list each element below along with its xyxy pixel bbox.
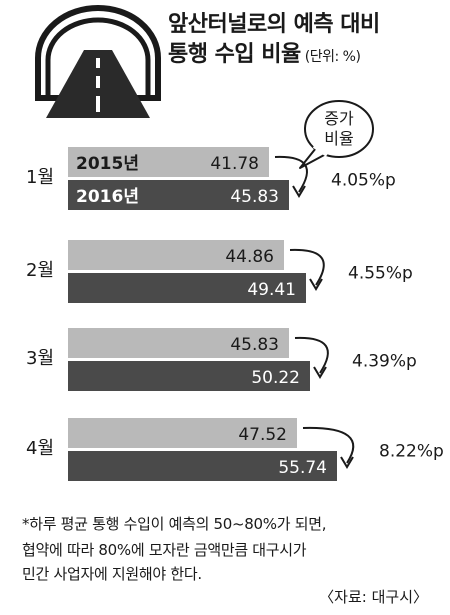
bar-2015 xyxy=(68,418,297,448)
arrow-head xyxy=(313,366,327,379)
bar-2016 xyxy=(68,361,310,391)
arrow-head xyxy=(340,456,354,469)
month-group: 2월 44.86 49.41 4.55%p xyxy=(26,240,413,303)
increase-rate-callout: 증가 비율 xyxy=(299,100,374,169)
increase-label: 4.55%p xyxy=(348,264,413,284)
increase-arrow xyxy=(302,426,355,464)
chart-title-line2: 통행 수입 비율 xyxy=(168,42,301,67)
callout-line2: 비율 xyxy=(324,129,353,148)
bar-2016 xyxy=(68,273,306,303)
month-label: 4월 xyxy=(26,438,54,459)
series-label-2016: 2016년 xyxy=(76,187,139,207)
value-label-2015: 44.86 xyxy=(225,247,274,267)
month-label: 3월 xyxy=(26,348,54,369)
chart-title: 앞산터널로의 예측 대비 xyxy=(168,10,380,40)
increase-arrow xyxy=(294,336,329,374)
bar-2016 xyxy=(68,180,289,210)
value-label-2016: 50.22 xyxy=(251,368,300,388)
value-label-2016: 45.83 xyxy=(230,187,279,207)
bar-2016 xyxy=(68,451,337,481)
footnote-line-1: *하루 평균 통행 수입이 예측의 50~80%가 되면, xyxy=(22,515,327,533)
increase-label: 4.05%p xyxy=(331,171,396,191)
value-label-2015: 45.83 xyxy=(230,335,279,355)
series-label-2015: 2015년 xyxy=(76,154,139,174)
bar-2015 xyxy=(68,240,284,270)
value-label-2016: 55.74 xyxy=(278,458,327,478)
bar-groups: 1월 2015년 2016년 41.78 45.83 4.05%p 2월 44.86 49.41… xyxy=(26,147,444,481)
value-label-2015: 41.78 xyxy=(210,154,259,174)
month-group: 4월 47.52 55.74 8.22%p xyxy=(26,418,444,481)
month-group: 1월 2015년 2016년 41.78 45.83 4.05%p xyxy=(26,147,396,210)
value-label-2015: 47.52 xyxy=(238,425,287,445)
increase-label: 8.22%p xyxy=(379,442,444,462)
increase-arrow xyxy=(289,248,325,286)
value-label-2016: 49.41 xyxy=(247,280,296,300)
tunnel-road-icon xyxy=(35,5,161,118)
bar-2015 xyxy=(68,328,289,358)
month-label: 1월 xyxy=(26,167,54,188)
footnote-line-3: 민간 사업자에 지원해야 한다. xyxy=(22,565,202,583)
source-label: 〈자료: 대구시〉 xyxy=(319,588,428,606)
arrow-head xyxy=(292,185,306,198)
chart-title-line1: 앞산터널로의 예측 대비 xyxy=(168,12,380,37)
arrow-head xyxy=(309,278,323,291)
footnote-line-2: 협약에 따라 80%에 모자란 금액만큼 대구시가 xyxy=(22,541,307,559)
bar-2015 xyxy=(68,147,269,177)
callout-line1: 증가 xyxy=(324,109,354,128)
unit-label: (단위: %) xyxy=(304,49,361,65)
month-label: 2월 xyxy=(26,260,54,281)
increase-label: 4.39%p xyxy=(352,352,417,372)
increase-arrow xyxy=(274,155,308,193)
month-group: 3월 45.83 50.22 4.39%p xyxy=(26,328,417,391)
chart-title-second-row: 통행 수입 비율 (단위: %) xyxy=(168,40,361,72)
